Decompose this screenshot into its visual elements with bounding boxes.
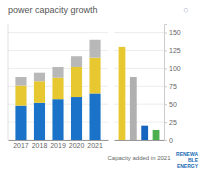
bar-segment (71, 97, 82, 140)
y-tick-mark (164, 104, 167, 105)
bar (153, 130, 160, 140)
bars (15, 40, 100, 140)
y-tick-label: 25 (169, 119, 177, 126)
y-tick-label: 75 (169, 83, 177, 90)
y-tick-label: 125 (169, 47, 181, 54)
y-tick-mark (164, 140, 167, 141)
x-tick-label: 2021 (87, 142, 103, 149)
y-tick-mark (164, 68, 167, 69)
bar-segment (89, 58, 100, 94)
plot-0: 20172018201920202021 (8, 24, 109, 149)
annotation: ○ (183, 5, 188, 15)
bar-segment (52, 99, 63, 140)
y-tick: 50 (164, 101, 177, 108)
y-tick: 0 (164, 137, 173, 144)
y-tick-mark (164, 86, 167, 87)
x-tick: 2018 (32, 140, 48, 149)
bar-segment (71, 56, 82, 67)
bar (141, 126, 148, 140)
y-tick: 25 (164, 119, 177, 126)
grid (114, 33, 164, 140)
plot-1: 0 25 50 75 100 125 150 (114, 25, 181, 144)
bar-segment (15, 77, 26, 86)
x-tick-label: 2020 (69, 142, 85, 149)
y-axis-line (8, 24, 9, 140)
bar (130, 77, 137, 140)
x-axis (115, 140, 165, 142)
x-tick: 2019 (50, 140, 66, 149)
bar-segment (52, 78, 63, 99)
y-tick-label: 150 (169, 29, 181, 36)
grid-line (114, 32, 164, 33)
y-tick-label: 50 (169, 101, 177, 108)
x-tick: 2021 (87, 140, 103, 149)
y-tick: 75 (164, 83, 177, 90)
y-tick-label: 0 (169, 137, 173, 144)
bar-segment (34, 103, 45, 140)
x-tick-label: 2019 (50, 142, 66, 149)
x-tick: 2020 (69, 140, 85, 149)
bar (119, 47, 126, 140)
title: power capacity growth (8, 5, 98, 15)
bar-segment (89, 40, 100, 58)
grid (8, 33, 108, 140)
y-tick-label: 100 (169, 65, 181, 72)
y-axis: 0 25 50 75 100 125 150 (164, 25, 181, 144)
x-tick-label: 2018 (32, 142, 48, 149)
bar-segment (34, 73, 45, 82)
bar-segment (52, 67, 63, 78)
y-tick-mark (164, 122, 167, 123)
x-axis-line (9, 140, 109, 141)
bar-segment (71, 67, 82, 97)
y-tick-mark (164, 33, 167, 34)
grid-line (8, 32, 108, 33)
bar-segment (89, 93, 100, 140)
x-axis-title: Capacity added in 2021 (107, 155, 171, 161)
bar-segment (15, 86, 26, 106)
y-axis-line (165, 25, 168, 141)
x-axis-line (115, 140, 165, 141)
x-tick-label: 2017 (13, 142, 29, 149)
x-tick: 2017 (13, 140, 29, 149)
bars (119, 47, 160, 140)
y-tick: 150 (164, 29, 181, 36)
bar-segment (15, 106, 26, 140)
chart: 20172018201920202021 power capacity growt… (0, 0, 200, 170)
y-tick-mark (164, 50, 167, 51)
x-axis: 20172018201920202021 (9, 140, 109, 149)
y-tick: 125 (164, 47, 181, 54)
bar-segment (34, 81, 45, 102)
y-tick: 100 (164, 65, 181, 72)
annotation: RENEWABLEENERGY (176, 151, 199, 169)
